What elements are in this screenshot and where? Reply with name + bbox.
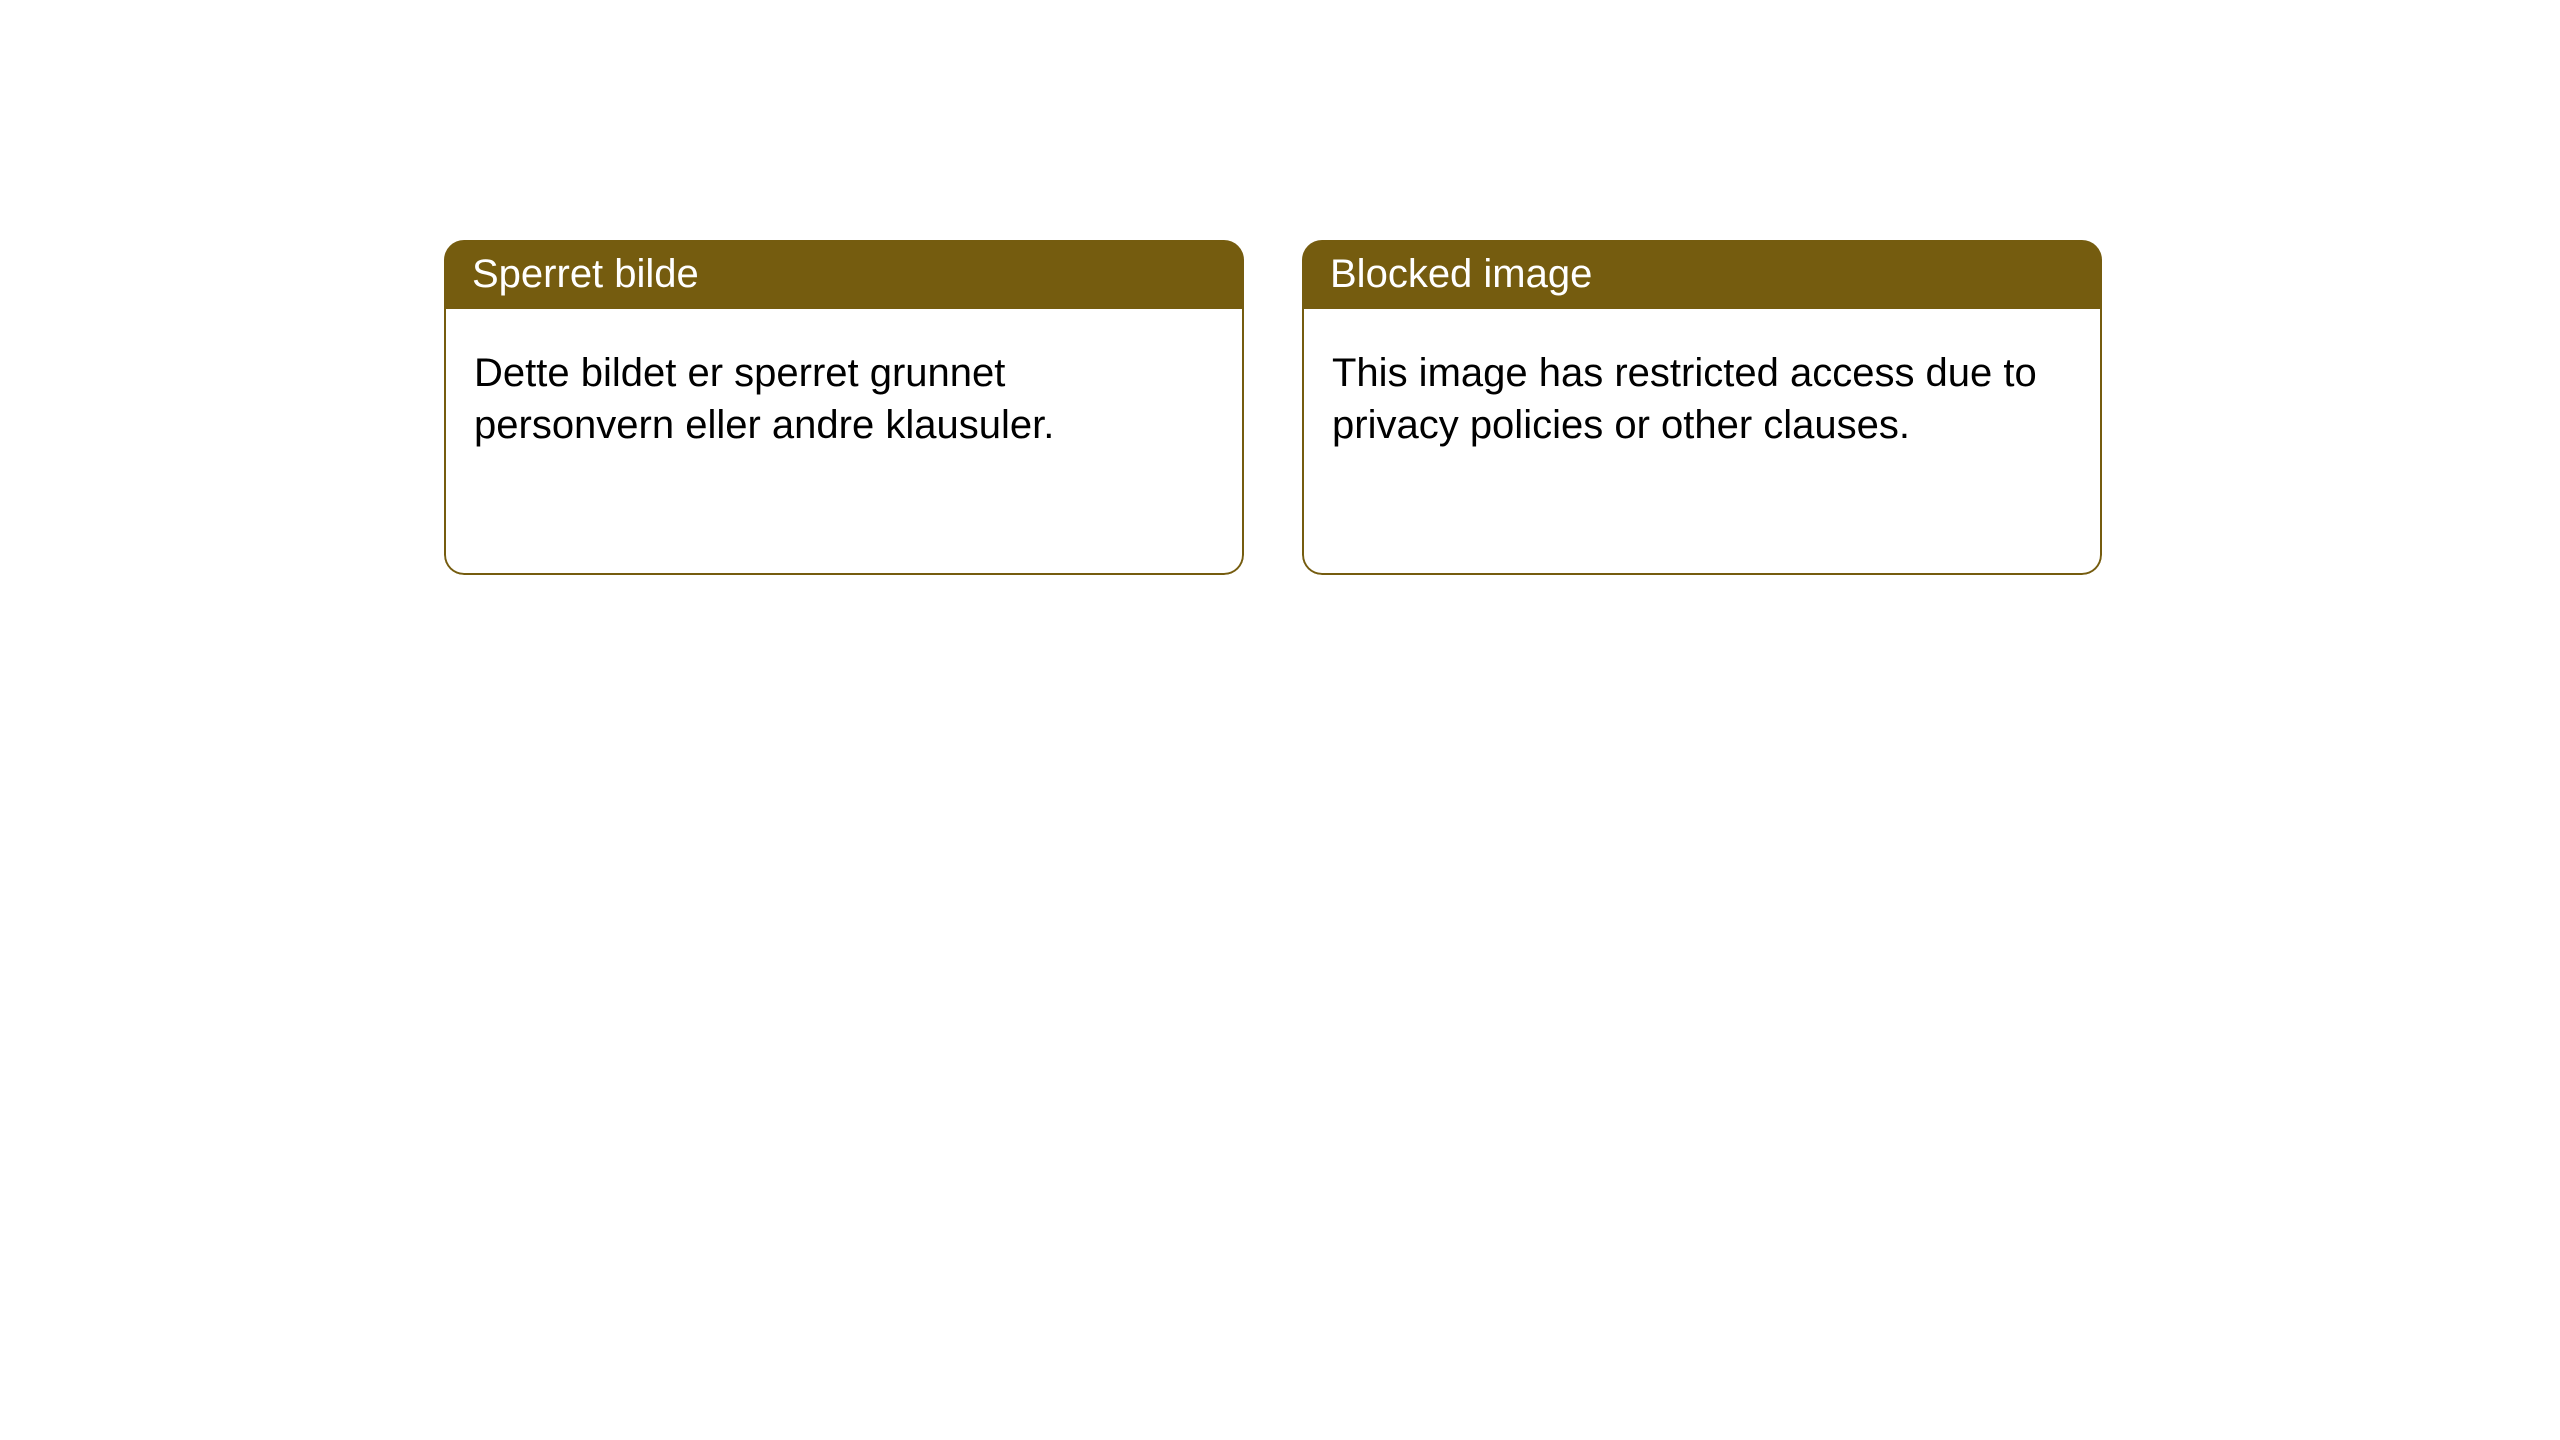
card-header: Blocked image: [1302, 240, 2102, 309]
card-body: Dette bildet er sperret grunnet personve…: [444, 309, 1244, 575]
card-header: Sperret bilde: [444, 240, 1244, 309]
blocked-card-english: Blocked image This image has restricted …: [1302, 240, 2102, 575]
card-container: Sperret bilde Dette bildet er sperret gr…: [0, 0, 2560, 575]
card-body: This image has restricted access due to …: [1302, 309, 2102, 575]
blocked-card-norwegian: Sperret bilde Dette bildet er sperret gr…: [444, 240, 1244, 575]
